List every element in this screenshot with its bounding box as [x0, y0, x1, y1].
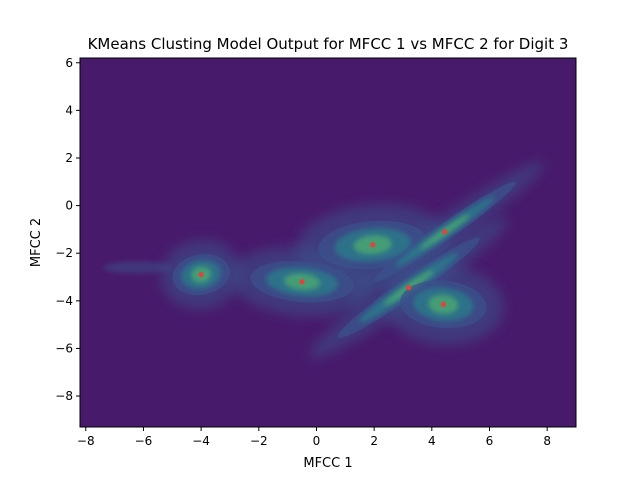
x-tick-label: 8	[543, 434, 551, 448]
y-tick-label: −2	[55, 246, 73, 260]
y-tick-label: 6	[65, 56, 73, 70]
centroid-point	[442, 229, 448, 235]
centroid-layer	[198, 229, 448, 307]
x-tick-label: −4	[192, 434, 210, 448]
y-tick-label: −6	[55, 341, 73, 355]
x-tick-label: 4	[428, 434, 436, 448]
y-tick-label: 2	[65, 151, 73, 165]
density-tail	[103, 261, 173, 274]
y-tick-label: −8	[55, 389, 73, 403]
plot-frame	[79, 57, 577, 428]
x-tick-label: −2	[250, 434, 268, 448]
y-tick-label: 4	[65, 103, 73, 117]
centroid-point	[406, 285, 412, 291]
x-axis-label: MFCC 1	[303, 456, 352, 471]
y-tick-label: 0	[65, 199, 73, 213]
y-axis-ticks: −8 −6 −4 −2 0 2 4 6	[55, 56, 80, 403]
centroid-point	[299, 279, 305, 285]
x-tick-label: −6	[135, 434, 153, 448]
centroid-point	[440, 301, 446, 307]
x-tick-label: 6	[486, 434, 494, 448]
x-axis-ticks: −8 −6 −4 −2 0 2 4 6 8	[77, 427, 551, 448]
y-tick-label: −4	[55, 294, 73, 308]
centroid-point	[370, 242, 376, 248]
x-tick-label: 2	[370, 434, 378, 448]
x-tick-label: −8	[77, 434, 95, 448]
y-axis-label: MFCC 2	[29, 218, 44, 267]
chart-title: KMeans Clusting Model Output for MFCC 1 …	[88, 35, 569, 53]
x-tick-label: 0	[313, 434, 321, 448]
centroid-point	[198, 272, 204, 278]
